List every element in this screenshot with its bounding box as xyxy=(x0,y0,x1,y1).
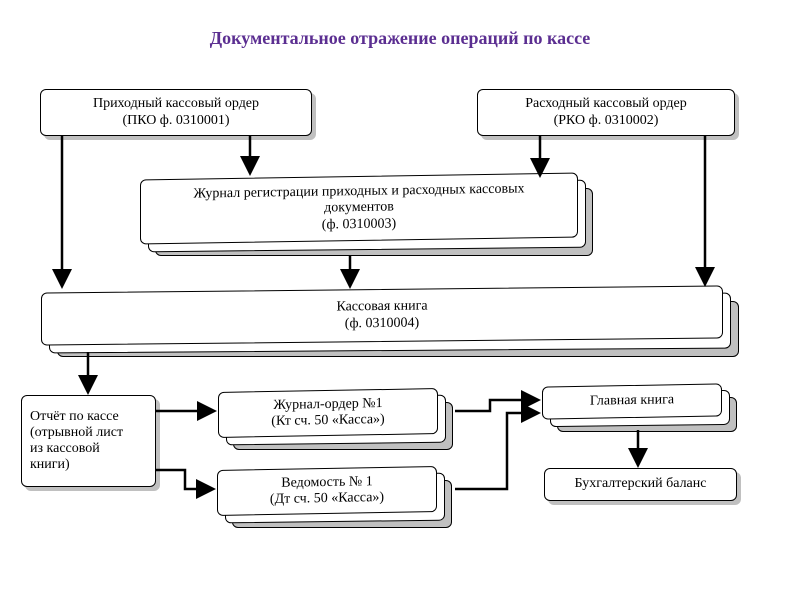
ved1-line1: Ведомость № 1 xyxy=(281,474,373,492)
node-ved1: Ведомость № 1 (Дт сч. 50 «Касса») xyxy=(217,466,437,516)
node-kassbook: Кассовая книга (ф. 0310004) xyxy=(41,285,723,345)
report-line2: (отрывной лист xyxy=(30,425,123,441)
node-balance: Бухгалтерский баланс xyxy=(544,468,737,501)
node-main-ledger: Главная книга xyxy=(542,383,722,419)
jo1-line1: Журнал-ордер №1 xyxy=(273,396,382,414)
rko-line2: (РКО ф. 0310002) xyxy=(554,113,659,129)
node-journal-reg: Журнал регистрации приходных и расходных… xyxy=(140,173,578,245)
pko-line2: (ПКО ф. 0310001) xyxy=(122,113,229,129)
rko-line1: Расходный кассовый ордер xyxy=(525,96,687,112)
pko-line1: Приходный кассовый ордер xyxy=(93,96,259,112)
report-line4: книги) xyxy=(30,457,70,473)
kassbook-line2: (ф. 0310004) xyxy=(345,315,419,332)
ved1-line2: (Дт сч. 50 «Касса») xyxy=(270,490,384,508)
balance-line1: Бухгалтерский баланс xyxy=(575,476,707,492)
jo1-line2: (Кт сч. 50 «Касса») xyxy=(271,412,384,430)
report-line1: Отчёт по кассе xyxy=(30,409,119,425)
kassbook-line1: Кассовая книга xyxy=(336,299,427,316)
node-rko: Расходный кассовый ордер (РКО ф. 0310002… xyxy=(477,89,735,136)
node-jo1: Журнал-ордер №1 (Кт сч. 50 «Касса») xyxy=(218,388,438,438)
node-pko: Приходный кассовый ордер (ПКО ф. 0310001… xyxy=(40,89,312,136)
journal-line2: документов xyxy=(324,200,394,217)
page-title: Документальное отражение операций по кас… xyxy=(0,28,800,49)
report-line3: из кассовой xyxy=(30,441,100,457)
node-report: Отчёт по кассе (отрывной лист из кассово… xyxy=(21,395,156,487)
ledger-line1: Главная книга xyxy=(590,393,674,411)
journal-line3: (ф. 0310003) xyxy=(322,216,396,233)
